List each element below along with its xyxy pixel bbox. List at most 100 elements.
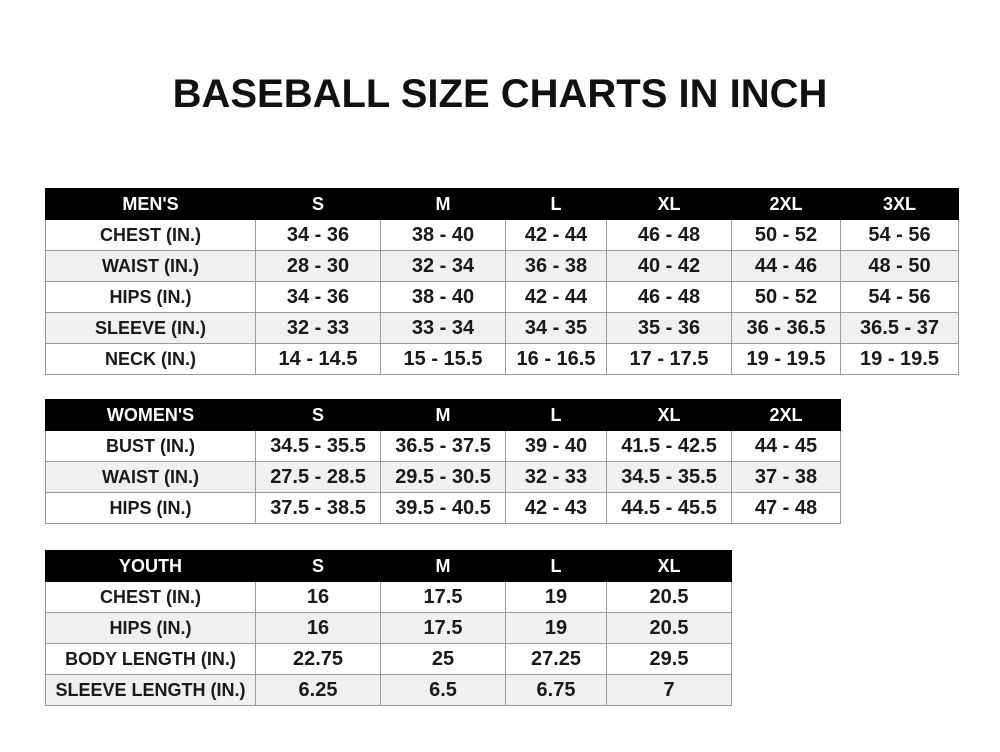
table-row: BODY LENGTH (IN.) 22.75 25 27.25 29.5 — [45, 643, 732, 675]
size-value: 16 — [255, 612, 381, 644]
table-row: HIPS (IN.) 37.5 - 38.5 39.5 - 40.5 42 - 43 4… — [45, 492, 841, 524]
size-value: 41.5 - 42.5 — [606, 430, 732, 462]
size-value: 20.5 — [606, 612, 732, 644]
size-value: 20.5 — [606, 581, 732, 613]
size-header: XL — [606, 550, 732, 582]
size-value: 19 — [505, 581, 607, 613]
size-value: 38 - 40 — [380, 219, 506, 251]
table-row: HIPS (IN.) 34 - 36 38 - 40 42 - 44 46 - 48 50… — [45, 281, 959, 313]
size-value: 27.25 — [505, 643, 607, 675]
size-value: 32 - 34 — [380, 250, 506, 282]
size-value: 16 — [255, 581, 381, 613]
size-value: 34.5 - 35.5 — [606, 461, 732, 493]
size-value: 38 - 40 — [380, 281, 506, 313]
size-header: XL — [606, 399, 732, 431]
size-value: 54 - 56 — [840, 281, 959, 313]
size-value: 36.5 - 37.5 — [380, 430, 506, 462]
measurement-label: HIPS (IN.) — [45, 281, 256, 313]
size-value: 7 — [606, 674, 732, 706]
size-value: 48 - 50 — [840, 250, 959, 282]
header-row: WOMEN'S S M L XL 2XL — [45, 399, 841, 431]
size-value: 25 — [380, 643, 506, 675]
header-row: YOUTH S M L XL — [45, 550, 732, 582]
page-title: BASEBALL SIZE CHARTS IN INCH — [172, 72, 828, 116]
size-header: 2XL — [731, 188, 841, 220]
size-header: S — [255, 550, 381, 582]
size-header: M — [380, 188, 506, 220]
size-value: 6.5 — [380, 674, 506, 706]
size-value: 17.5 — [380, 612, 506, 644]
size-value: 42 - 43 — [505, 492, 607, 524]
table-row: HIPS (IN.) 16 17.5 19 20.5 — [45, 612, 732, 644]
header-row: MEN'S S M L XL 2XL 3XL — [45, 188, 959, 220]
table-row: WAIST (IN.) 27.5 - 28.5 29.5 - 30.5 32 - 33… — [45, 461, 841, 493]
size-value: 44 - 46 — [731, 250, 841, 282]
size-value: 34.5 - 35.5 — [255, 430, 381, 462]
size-value: 37 - 38 — [731, 461, 841, 493]
size-value: 46 - 48 — [606, 219, 732, 251]
measurement-label: CHEST (IN.) — [45, 581, 256, 613]
size-value: 6.75 — [505, 674, 607, 706]
measurement-label: SLEEVE LENGTH (IN.) — [45, 674, 256, 706]
size-value: 15 - 15.5 — [380, 343, 506, 375]
size-value: 46 - 48 — [606, 281, 732, 313]
size-value: 36 - 36.5 — [731, 312, 841, 344]
size-value: 39 - 40 — [505, 430, 607, 462]
size-value: 19 - 19.5 — [840, 343, 959, 375]
measurement-label: NECK (IN.) — [45, 343, 256, 375]
size-header: XL — [606, 188, 732, 220]
category-header: WOMEN'S — [45, 399, 256, 431]
size-value: 33 - 34 — [380, 312, 506, 344]
category-header: YOUTH — [45, 550, 256, 582]
size-header: S — [255, 188, 381, 220]
size-header: M — [380, 550, 506, 582]
measurement-label: HIPS (IN.) — [45, 492, 256, 524]
size-value: 35 - 36 — [606, 312, 732, 344]
size-value: 36.5 - 37 — [840, 312, 959, 344]
size-header: 3XL — [840, 188, 959, 220]
size-value: 44 - 45 — [731, 430, 841, 462]
size-value: 54 - 56 — [840, 219, 959, 251]
womens-size-table: WOMEN'S S M L XL 2XL BUST (IN.) 34.5 - 35.5 36.5… — [45, 399, 841, 524]
measurement-label: WAIST (IN.) — [45, 461, 256, 493]
measurement-label: HIPS (IN.) — [45, 612, 256, 644]
size-value: 39.5 - 40.5 — [380, 492, 506, 524]
size-value: 34 - 36 — [255, 219, 381, 251]
size-header: L — [505, 188, 607, 220]
size-value: 50 - 52 — [731, 281, 841, 313]
size-header: S — [255, 399, 381, 431]
table-row: NECK (IN.) 14 - 14.5 15 - 15.5 16 - 16.5 17 … — [45, 343, 959, 375]
measurement-label: SLEEVE (IN.) — [45, 312, 256, 344]
measurement-label: WAIST (IN.) — [45, 250, 256, 282]
youth-size-table: YOUTH S M L XL CHEST (IN.) 16 17.5 19 20.5 HIPS (I… — [45, 550, 732, 706]
size-value: 37.5 - 38.5 — [255, 492, 381, 524]
table-row: BUST (IN.) 34.5 - 35.5 36.5 - 37.5 39 - 40 4… — [45, 430, 841, 462]
measurement-label: BUST (IN.) — [45, 430, 256, 462]
size-value: 42 - 44 — [505, 281, 607, 313]
size-value: 34 - 35 — [505, 312, 607, 344]
table-row: SLEEVE (IN.) 32 - 33 33 - 34 34 - 35 35 - 36… — [45, 312, 959, 344]
size-value: 29.5 - 30.5 — [380, 461, 506, 493]
mens-size-table: MEN'S S M L XL 2XL 3XL CHEST (IN.) 34 - 36 38 - 4… — [45, 188, 959, 375]
size-value: 44.5 - 45.5 — [606, 492, 732, 524]
size-value: 47 - 48 — [731, 492, 841, 524]
size-value: 19 - 19.5 — [731, 343, 841, 375]
size-value: 36 - 38 — [505, 250, 607, 282]
size-value: 32 - 33 — [505, 461, 607, 493]
size-value: 42 - 44 — [505, 219, 607, 251]
size-value: 14 - 14.5 — [255, 343, 381, 375]
category-header: MEN'S — [45, 188, 256, 220]
table-row: SLEEVE LENGTH (IN.) 6.25 6.5 6.75 7 — [45, 674, 732, 706]
size-header: L — [505, 550, 607, 582]
size-value: 17 - 17.5 — [606, 343, 732, 375]
size-value: 6.25 — [255, 674, 381, 706]
size-value: 27.5 - 28.5 — [255, 461, 381, 493]
size-value: 40 - 42 — [606, 250, 732, 282]
measurement-label: CHEST (IN.) — [45, 219, 256, 251]
size-header: L — [505, 399, 607, 431]
size-header: 2XL — [731, 399, 841, 431]
measurement-label: BODY LENGTH (IN.) — [45, 643, 256, 675]
size-value: 34 - 36 — [255, 281, 381, 313]
size-value: 22.75 — [255, 643, 381, 675]
size-header: M — [380, 399, 506, 431]
